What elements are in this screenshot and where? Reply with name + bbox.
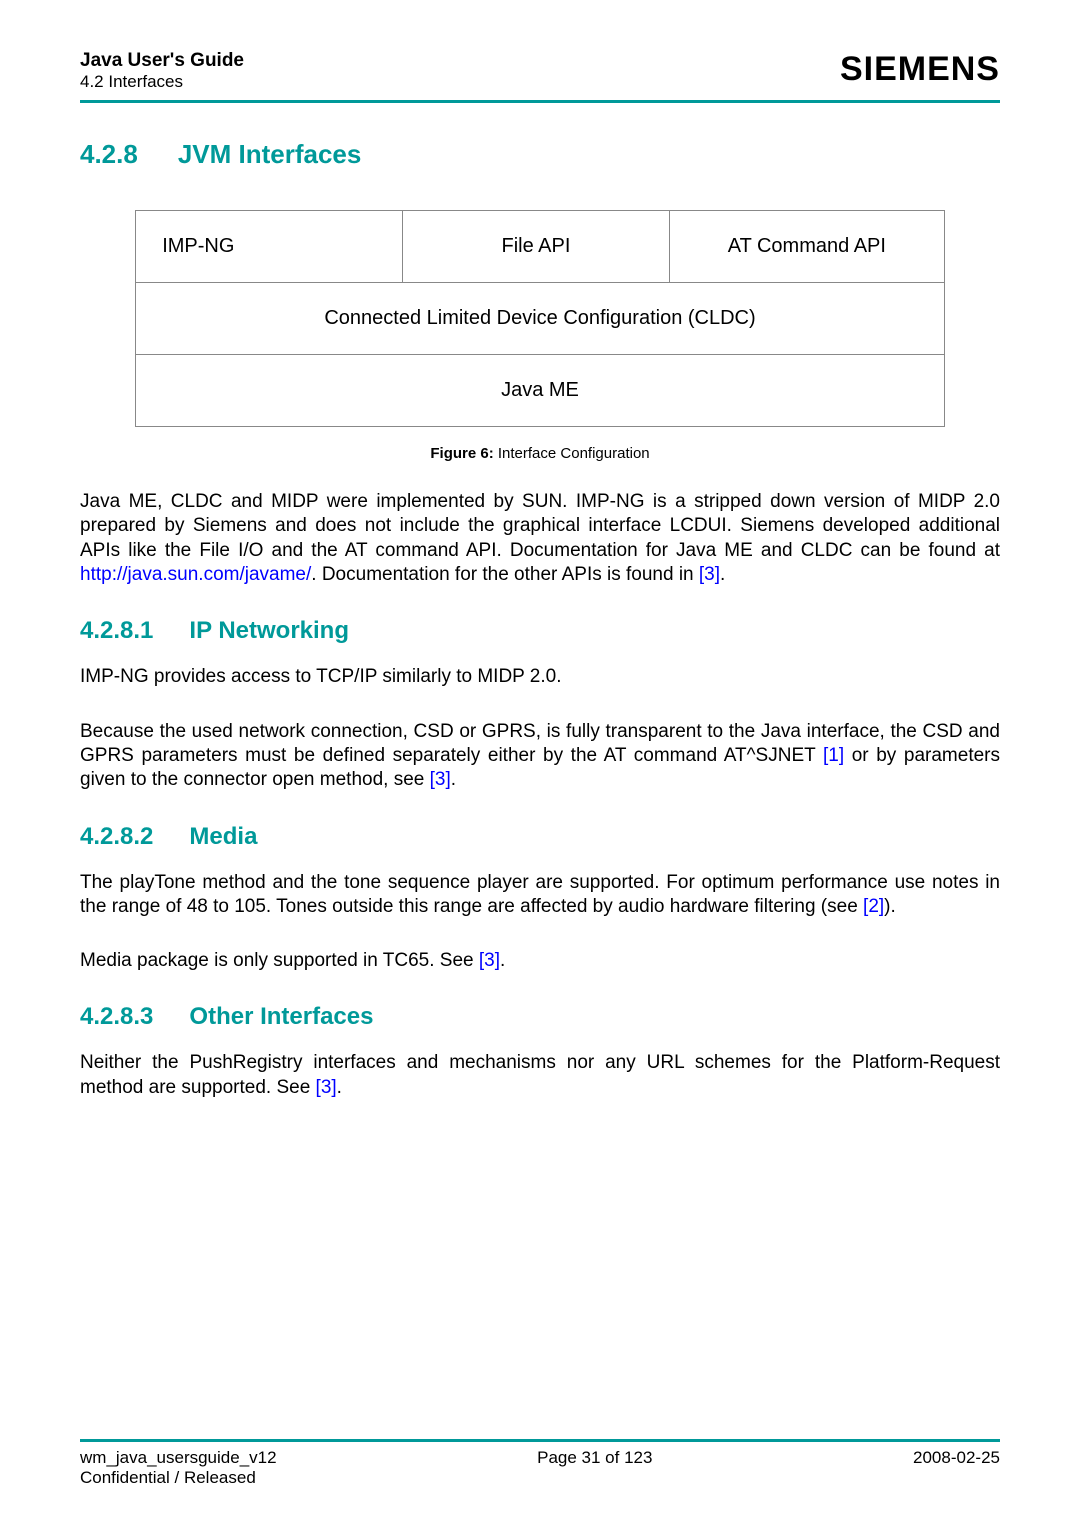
footer-date: 2008-02-25 xyxy=(913,1448,1000,1488)
figure-label: Figure 6: xyxy=(430,445,493,462)
link-ref-3[interactable]: [3] xyxy=(699,564,720,585)
footer-confidentiality: Confidential / Released xyxy=(80,1468,277,1488)
p1-text-c: . xyxy=(720,564,725,585)
header-left: Java User's Guide 4.2 Interfaces xyxy=(80,50,244,92)
sub3-number: 4.2.8.3 xyxy=(80,1003,153,1031)
subheading-ip-networking: 4.2.8.1 IP Networking xyxy=(80,617,1000,645)
sub1-p2-c: . xyxy=(451,769,456,790)
page-footer: wm_java_usersguide_v12 Confidential / Re… xyxy=(80,1439,1000,1488)
sub2-p1-b: ). xyxy=(884,896,896,917)
subheading-media: 4.2.8.2 Media xyxy=(80,823,1000,851)
brand-logo: SIEMENS xyxy=(840,50,1000,89)
sub2-p2-a: Media package is only supported in TC65.… xyxy=(80,950,479,971)
cell-file-api: File API xyxy=(403,211,670,283)
sub1-number: 4.2.8.1 xyxy=(80,617,153,645)
sub2-title: Media xyxy=(189,823,257,850)
page-header: Java User's Guide 4.2 Interfaces SIEMENS xyxy=(80,50,1000,92)
diagram-row-javame: Java ME xyxy=(136,355,945,427)
cell-at-command-api: AT Command API xyxy=(669,211,944,283)
sub1-p1: IMP-NG provides access to TCP/IP similar… xyxy=(80,665,1000,689)
p1-text-a: Java ME, CLDC and MIDP were implemented … xyxy=(80,491,1000,561)
sub3-p1-b: . xyxy=(337,1077,342,1098)
section-title: JVM Interfaces xyxy=(178,139,362,169)
link-ref-3-c[interactable]: [3] xyxy=(479,950,500,971)
sub3-p1-a: Neither the PushRegistry interfaces and … xyxy=(80,1052,1000,1097)
sub2-number: 4.2.8.2 xyxy=(80,823,153,851)
footer-doc-id: wm_java_usersguide_v12 xyxy=(80,1448,277,1468)
sub2-p1-a: The playTone method and the tone sequenc… xyxy=(80,872,1000,917)
diagram-row-top: IMP-NG File API AT Command API xyxy=(136,211,945,283)
figure-caption: Figure 6: Interface Configuration xyxy=(80,445,1000,462)
link-ref-3-d[interactable]: [3] xyxy=(316,1077,337,1098)
header-rule xyxy=(80,100,1000,103)
cell-java-me: Java ME xyxy=(136,355,945,427)
intro-paragraph: Java ME, CLDC and MIDP were implemented … xyxy=(80,490,1000,587)
footer-rule xyxy=(80,1439,1000,1442)
guide-title: Java User's Guide xyxy=(80,50,244,72)
link-ref-1[interactable]: [1] xyxy=(823,745,844,766)
diagram-row-cldc: Connected Limited Device Configuration (… xyxy=(136,283,945,355)
cell-cldc: Connected Limited Device Configuration (… xyxy=(136,283,945,355)
figure-text: Interface Configuration xyxy=(498,445,650,462)
sub3-title: Other Interfaces xyxy=(189,1003,373,1030)
p1-text-b: . Documentation for the other APIs is fo… xyxy=(311,564,699,585)
footer-page-number: Page 31 of 123 xyxy=(537,1448,652,1488)
subheading-other-interfaces: 4.2.8.3 Other Interfaces xyxy=(80,1003,1000,1031)
link-javame[interactable]: http://java.sun.com/javame/ xyxy=(80,564,311,585)
cell-imp-ng: IMP-NG xyxy=(136,211,403,283)
link-ref-3-b[interactable]: [3] xyxy=(430,769,451,790)
section-number: 4.2.8 xyxy=(80,139,138,170)
sub1-p2: Because the used network connection, CSD… xyxy=(80,720,1000,793)
sub2-p1: The playTone method and the tone sequenc… xyxy=(80,871,1000,920)
footer-row: wm_java_usersguide_v12 Confidential / Re… xyxy=(80,1448,1000,1488)
sub1-title: IP Networking xyxy=(189,617,349,644)
jvm-interfaces-diagram: IMP-NG File API AT Command API Connected… xyxy=(135,210,945,427)
sub2-p2-b: . xyxy=(500,950,505,971)
sub2-p2: Media package is only supported in TC65.… xyxy=(80,949,1000,973)
section-heading: 4.2.8 JVM Interfaces xyxy=(80,139,1000,170)
link-ref-2[interactable]: [2] xyxy=(863,896,884,917)
guide-subtitle: 4.2 Interfaces xyxy=(80,72,244,92)
footer-left: wm_java_usersguide_v12 Confidential / Re… xyxy=(80,1448,277,1488)
sub3-p1: Neither the PushRegistry interfaces and … xyxy=(80,1051,1000,1100)
